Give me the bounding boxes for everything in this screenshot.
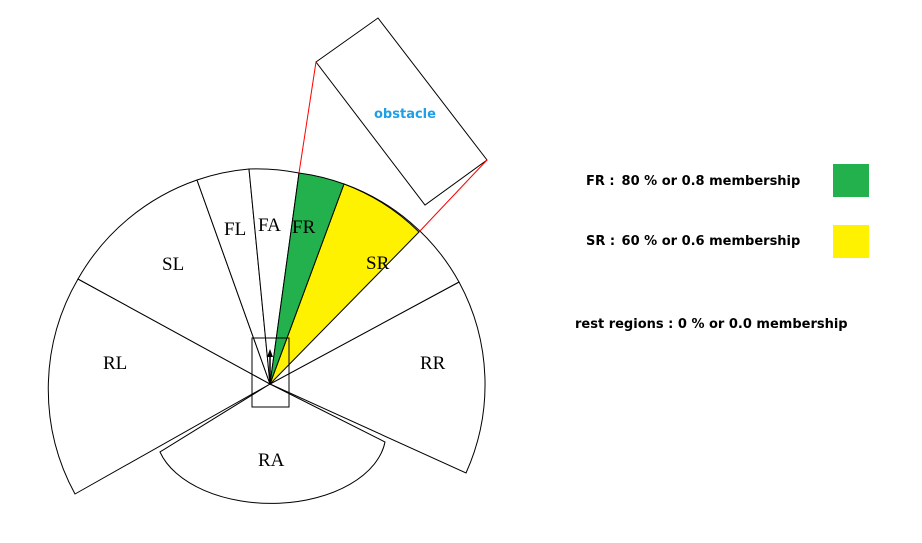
label-fr: FR	[292, 217, 316, 238]
region-sl	[77, 179, 271, 386]
legend-fr-text: 80 % or 0.8 membership	[621, 174, 801, 189]
sight-line-left	[298, 61, 317, 174]
region-ra	[159, 383, 386, 504]
legend-sr-swatch	[833, 225, 869, 258]
label-sl: SL	[162, 254, 184, 275]
legend-fr-row: FR : 80 % or 0.8 membership	[586, 174, 800, 189]
sight-line-right	[418, 159, 488, 233]
robot-heading-arrowhead	[267, 349, 273, 357]
label-sr: SR	[366, 253, 390, 274]
legend-rest-row: rest regions : 0 % or 0.0 membership	[575, 317, 848, 332]
label-fa: FA	[258, 215, 281, 236]
legend-sr-row: SR : 60 % or 0.6 membership	[586, 234, 800, 249]
legend-fr-swatch	[833, 164, 869, 197]
legend-sr-text: 60 % or 0.6 membership	[621, 234, 801, 249]
label-rl: RL	[103, 353, 127, 374]
obstacle-label: obstacle	[374, 107, 436, 122]
region-rl	[47, 278, 272, 495]
robot-box	[251, 337, 290, 408]
region-rr	[268, 281, 486, 474]
label-ra: RA	[258, 450, 285, 471]
label-fl: FL	[224, 219, 246, 240]
legend-fr-key: FR :	[586, 174, 615, 189]
legend-sr-key: SR :	[586, 234, 616, 249]
label-rr: RR	[420, 353, 446, 374]
